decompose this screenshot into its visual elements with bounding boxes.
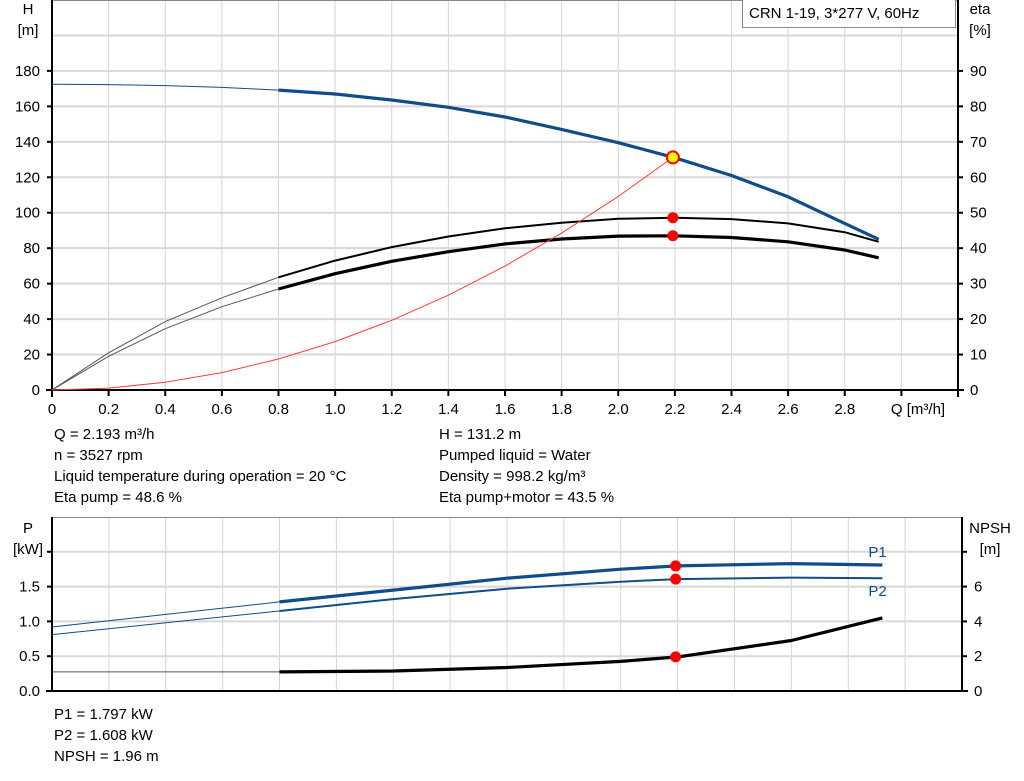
x-tick-label: 0.8	[268, 401, 289, 418]
duty-point	[667, 212, 679, 224]
y-tick-label: 100	[15, 205, 40, 222]
info-left: Q = 2.193 m³/h n = 3527 rpm Liquid tempe…	[54, 424, 346, 508]
x-tick-label: 1.4	[438, 401, 459, 418]
series-eta_pump_motor-extended	[51, 288, 279, 391]
series-P2	[279, 576, 883, 612]
y2-tick-label: 30	[970, 276, 987, 293]
y2-tick-label: 0	[974, 683, 982, 700]
chart-title: CRN 1-19, 3*277 V, 60Hz	[742, 0, 956, 28]
info-p1: P1 = 1.797 kW	[54, 706, 153, 723]
info-speed: n = 3527 rpm	[54, 447, 143, 464]
y2-tick-label: 0	[970, 382, 978, 399]
y-axis-title: [m]	[18, 22, 39, 39]
y2-axis-title: NPSH	[969, 520, 1011, 537]
series-P1-extended	[51, 601, 280, 628]
series-eta_pump-extended	[51, 276, 279, 391]
info-eta-pump-motor: Eta pump+motor = 43.5 %	[439, 489, 615, 506]
duty-point	[670, 573, 682, 585]
y-tick-label: 60	[23, 276, 40, 293]
x-tick-label: 2.4	[721, 401, 742, 418]
series-eta_pump_motor	[278, 234, 880, 291]
series-P1	[279, 561, 883, 604]
y-tick-label: 20	[23, 347, 40, 364]
y2-tick-label: 70	[970, 134, 987, 151]
y2-tick-label: 6	[974, 579, 982, 596]
duty-point	[667, 230, 679, 242]
y2-tick-label: 40	[970, 240, 987, 257]
y-tick-label: 0.5	[19, 648, 40, 665]
series-eta_pump	[278, 216, 879, 279]
y-axis-title: P	[23, 520, 33, 537]
y-axis-title: H	[23, 1, 34, 18]
y-tick-label: 40	[23, 311, 40, 328]
series-label-P2: P2	[868, 583, 886, 600]
info-flow: Q = 2.193 m³/h	[54, 426, 155, 443]
x-tick-label: 0.4	[155, 401, 176, 418]
y-tick-label: 1.0	[19, 613, 40, 630]
y-tick-label: 140	[15, 134, 40, 151]
x-tick-label: 1.8	[551, 401, 572, 418]
y2-tick-label: 10	[970, 347, 987, 364]
y-axis-title: [kW]	[13, 541, 43, 558]
y2-tick-label: 60	[970, 169, 987, 186]
x-tick-label: 1.0	[325, 401, 346, 418]
y2-tick-label: 80	[970, 98, 987, 115]
duty-point	[665, 150, 680, 165]
y-tick-label: 180	[15, 63, 40, 80]
series-label-P1: P1	[868, 544, 886, 561]
y2-tick-label: 20	[970, 311, 987, 328]
y-tick-label: 1.5	[19, 579, 40, 596]
y2-tick-label: 4	[974, 613, 982, 630]
info-temperature: Liquid temperature during operation = 20…	[54, 468, 347, 485]
series-H	[278, 88, 880, 241]
y2-tick-label: 50	[970, 205, 987, 222]
x-axis-title: Q [m³/h]	[891, 401, 945, 418]
y2-axis-title: eta	[970, 1, 992, 18]
y-tick-label: 120	[15, 169, 40, 186]
y2-tick-label: 2	[974, 648, 982, 665]
series-H-extended	[51, 83, 279, 91]
x-tick-label: 2.2	[664, 401, 685, 418]
x-tick-label: 0.2	[98, 401, 119, 418]
info-bottom: P1 = 1.797 kW P2 = 1.608 kW NPSH = 1.96 …	[54, 704, 159, 767]
info-p2: P2 = 1.608 kW	[54, 727, 153, 744]
info-density: Density = 998.2 kg/m³	[439, 468, 586, 485]
y2-tick-label: 90	[970, 63, 987, 80]
y-tick-label: 0	[32, 382, 40, 399]
y-tick-label: 160	[15, 98, 40, 115]
info-eta-pump: Eta pump = 48.6 %	[54, 489, 182, 506]
x-tick-label: 0.6	[211, 401, 232, 418]
y2-axis-title: [m]	[980, 541, 1001, 558]
y-tick-label: 80	[23, 240, 40, 257]
info-npsh: NPSH = 1.96 m	[54, 748, 159, 765]
duty-point	[670, 560, 682, 572]
y2-axis-title: [%]	[969, 22, 991, 39]
duty-point	[670, 651, 682, 663]
x-tick-label: 1.6	[495, 401, 516, 418]
info-right: H = 131.2 m Pumped liquid = Water Densit…	[439, 424, 614, 508]
y-tick-label: 0.0	[19, 683, 40, 700]
series-NPSH	[279, 616, 883, 674]
x-tick-label: 2.6	[778, 401, 799, 418]
x-tick-label: 0	[48, 401, 56, 418]
series-P2-extended	[51, 610, 280, 636]
x-tick-label: 2.0	[608, 401, 629, 418]
x-tick-label: 2.8	[834, 401, 855, 418]
series-system_curve	[278, 156, 674, 360]
series-system_curve-extended	[51, 358, 279, 391]
x-tick-label: 1.2	[381, 401, 402, 418]
info-head: H = 131.2 m	[439, 426, 522, 443]
info-liquid: Pumped liquid = Water	[439, 447, 591, 464]
